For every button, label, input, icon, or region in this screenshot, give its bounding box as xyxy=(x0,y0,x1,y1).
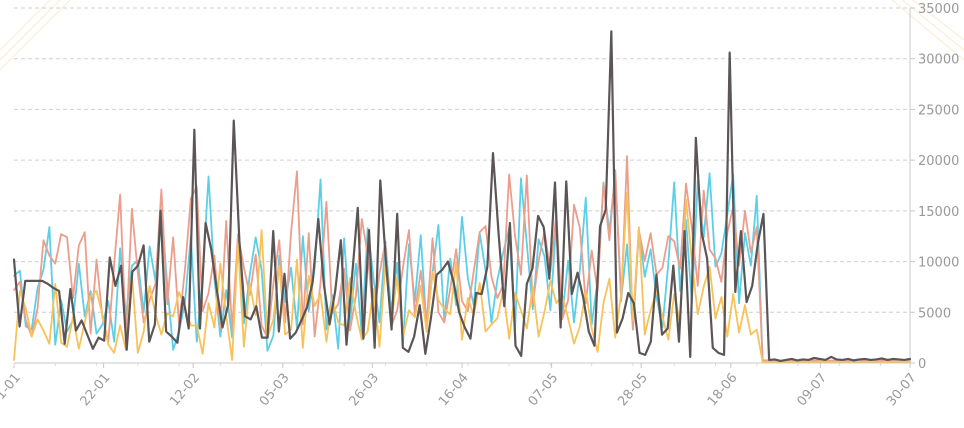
x-tick-label: 28-05 xyxy=(615,371,651,410)
x-tick-label: 12-02 xyxy=(167,371,203,410)
y-tick-label: 15000 xyxy=(918,205,959,220)
y-tick-labels: 0 5000 10000 15000 20000 25000 30000 35000 xyxy=(910,2,959,372)
series-line-2 xyxy=(13,155,911,362)
series-line-3 xyxy=(13,191,911,363)
x-tick-label: 07-05 xyxy=(526,371,562,410)
y-tick-label: 0 xyxy=(918,357,926,372)
y-tick-label: 35000 xyxy=(918,2,959,17)
y-tick-label: 25000 xyxy=(918,103,959,118)
x-tick-label: 16-04 xyxy=(436,371,472,410)
background-decoration xyxy=(0,0,964,71)
x-tick-labels: 01-01 22-01 12-02 05-03 26-03 16-04 07-05 28-05… xyxy=(0,363,920,409)
series-line-4 xyxy=(12,30,912,363)
y-tick-label: 20000 xyxy=(918,154,959,169)
y-tick-label: 10000 xyxy=(918,256,959,271)
y-tick-label: 30000 xyxy=(918,53,959,68)
x-tick-label: 09-07 xyxy=(794,371,830,410)
x-tick-label: 01-01 xyxy=(0,371,24,410)
series-lines xyxy=(12,30,912,363)
x-tick-label: 05-03 xyxy=(257,371,293,410)
x-tick-label: 26-03 xyxy=(346,371,382,410)
x-tick-label: 22-01 xyxy=(78,371,114,410)
y-tick-label: 5000 xyxy=(918,306,951,321)
x-tick-label: 18-06 xyxy=(705,371,741,410)
x-tick-label: 30-07 xyxy=(884,371,920,410)
